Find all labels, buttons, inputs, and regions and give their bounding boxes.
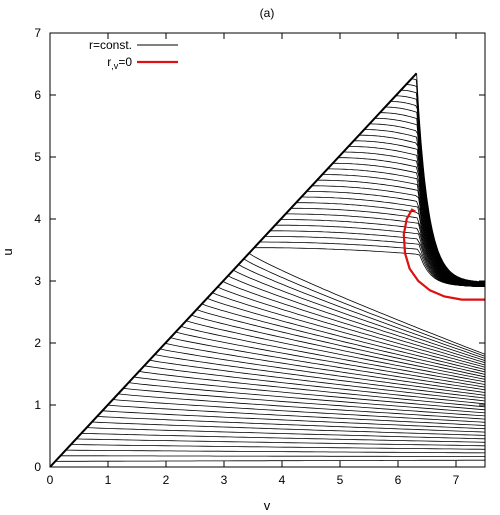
r-const-curve: [296, 202, 485, 287]
r-const-curve: [76, 438, 485, 447]
r-const-curve: [159, 348, 485, 396]
r-const-curve: [86, 427, 485, 440]
r-const-curve: [97, 416, 485, 433]
y-tick-label: 2: [34, 336, 41, 350]
r-const-curve: [91, 421, 485, 436]
x-tick-label: 0: [47, 473, 54, 487]
y-tick-label: 3: [34, 274, 41, 288]
r-const-curve: [65, 449, 485, 454]
r-const-curve: [317, 179, 485, 287]
y-tick-label: 0: [34, 460, 41, 474]
r-const-curve: [144, 365, 485, 405]
r-const-curve: [102, 410, 485, 430]
r-const-curve: [112, 399, 485, 423]
r-const-curve: [248, 252, 485, 355]
x-tick-label: 6: [395, 473, 402, 487]
legend-label-r-const: r=const.: [89, 38, 132, 52]
r-const-curve: [70, 444, 485, 450]
plot-frame: [49, 32, 486, 468]
r-const-curve: [55, 459, 485, 462]
r-const-curve: [311, 185, 485, 287]
axes: [49, 32, 486, 468]
y-tick-label: 4: [34, 212, 41, 226]
r-const-curve: [191, 314, 485, 380]
y-axis-label: u: [0, 248, 15, 255]
curve-layer: [50, 72, 485, 467]
x-tick-label: 3: [221, 473, 228, 487]
r-const-curve: [81, 432, 485, 443]
r-const-curve: [416, 73, 485, 283]
r-const-curve: [201, 303, 485, 375]
r-const-curve: [186, 320, 485, 383]
r-const-curve: [175, 331, 485, 388]
r-const-curve: [123, 387, 485, 417]
r-const-curve: [154, 354, 485, 399]
y-tick-label: 7: [34, 26, 41, 40]
r-const-curve: [338, 157, 485, 287]
r-const-curve: [170, 337, 485, 391]
r-const-curve: [149, 359, 485, 402]
r-const-curve: [222, 281, 485, 366]
r-const-curve: [212, 292, 485, 370]
r-const-curve: [118, 393, 485, 420]
chart-title: (a): [260, 6, 275, 20]
x-tick-label: 2: [163, 473, 170, 487]
r-const-curve: [217, 286, 485, 368]
x-tick-label: 1: [105, 473, 112, 487]
y-tick-label: 5: [34, 150, 41, 164]
boundary-line: [50, 72, 418, 467]
r-const-curve: [227, 275, 485, 364]
r-const-curve: [138, 371, 485, 408]
y-tick-label: 6: [34, 88, 41, 102]
r-const-curve: [180, 326, 485, 385]
r-const-curve: [107, 404, 485, 426]
x-tick-label: 5: [337, 473, 344, 487]
r-const-curve: [390, 101, 485, 285]
r-v-zero-curve: [402, 208, 485, 301]
r-const-curve: [233, 269, 485, 361]
y-tick-label: 1: [34, 398, 41, 412]
r-const-curve: [243, 258, 485, 357]
r-const-curve: [60, 455, 485, 457]
r-const-curve: [206, 297, 485, 373]
tick-labels: 0 1 2 3 4 5 6 7 0 1 2 3 4 5 6 7: [34, 26, 459, 487]
x-axis-label: v: [264, 498, 271, 513]
legend: r=const. r,v=0: [89, 38, 178, 71]
x-tick-label: 4: [279, 473, 286, 487]
r-const-curve: [238, 264, 485, 359]
r-const-curve: [400, 89, 485, 284]
r-const-curve: [196, 309, 485, 378]
legend-label-r-v-zero: r,v=0: [107, 55, 132, 71]
r-const-curve: [165, 342, 485, 393]
x-tick-label: 7: [453, 473, 460, 487]
r-const-curve: [133, 376, 485, 411]
r-const-curve: [128, 382, 485, 414]
r-const-curve: [306, 190, 485, 287]
